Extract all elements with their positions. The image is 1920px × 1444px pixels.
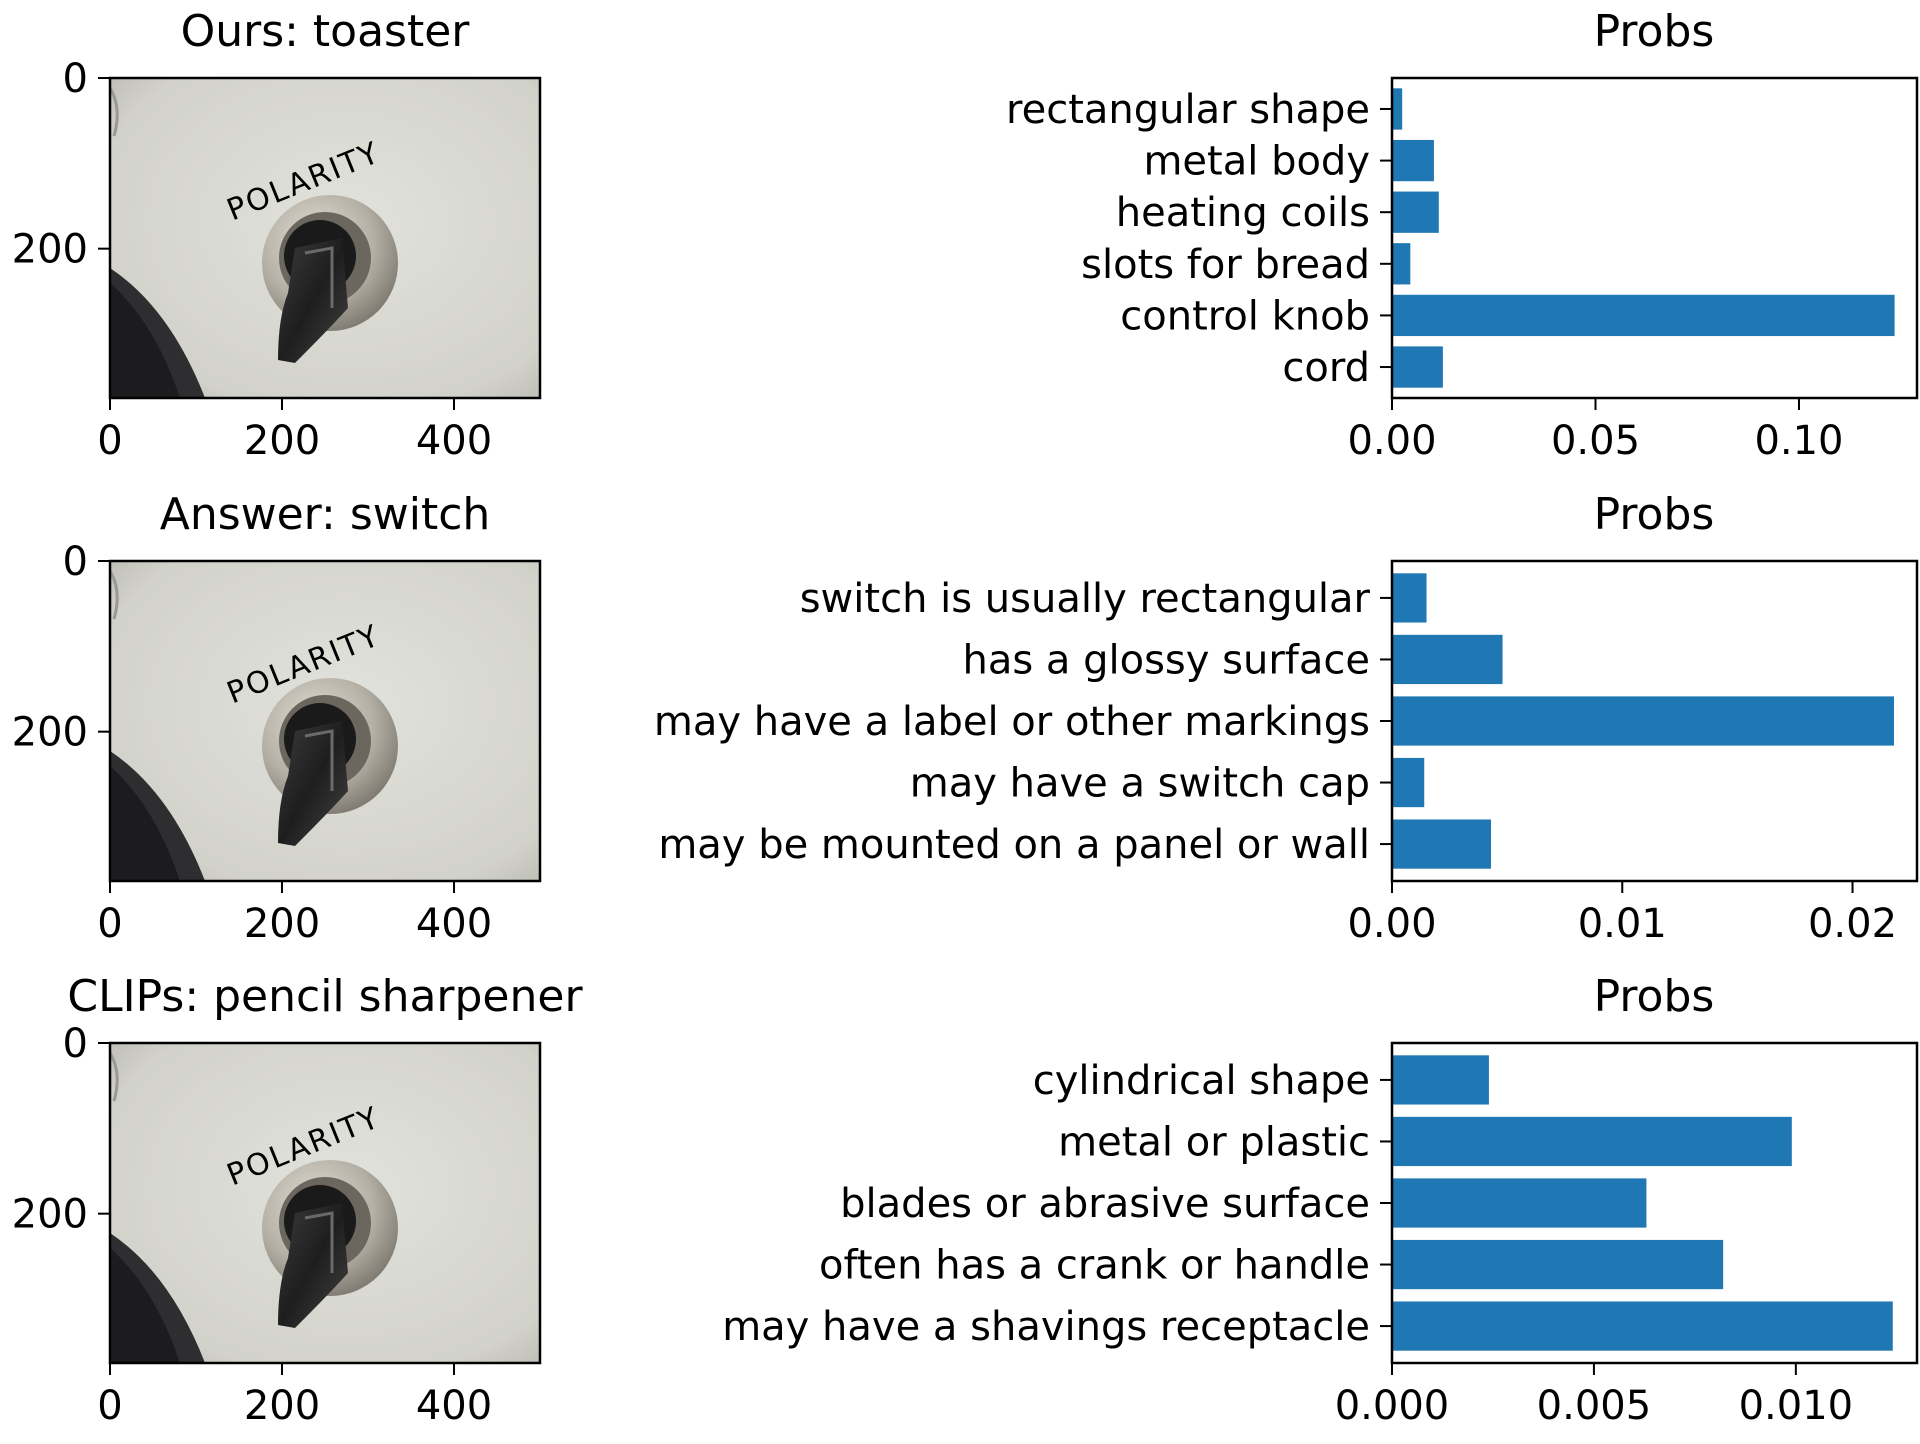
x-tick-label: 0 <box>97 901 122 947</box>
bar-chart-title: Probs <box>1594 971 1715 1022</box>
x-tick-label: 0.00 <box>1347 901 1436 947</box>
bar <box>1392 757 1425 808</box>
x-tick-label: 200 <box>244 418 320 464</box>
image-title: Ours: toaster <box>181 6 471 57</box>
row-2: Answer: switch POLARITY 0 200 400 0 200 Probs… <box>12 489 1919 947</box>
bar <box>1392 819 1492 869</box>
category-label: rectangular shape <box>1006 87 1370 133</box>
x-tick-label: 0 <box>97 418 122 464</box>
x-tick-label: 400 <box>416 901 492 947</box>
photo-image: POLARITY <box>110 78 540 398</box>
image-axes: POLARITY 0 200 400 0 200 <box>12 539 542 947</box>
x-tick-label: 0.10 <box>1754 418 1843 464</box>
bar-chart-axes: cylindrical shape metal or plastic blades … <box>722 1041 1919 1429</box>
category-label: may have a switch cap <box>910 761 1370 807</box>
category-label: may have a label or other markings <box>654 699 1370 745</box>
y-tick-label: 0 <box>63 56 88 102</box>
category-label: control knob <box>1120 293 1370 339</box>
bar <box>1392 88 1403 130</box>
bar <box>1392 573 1427 623</box>
bar-chart-title: Probs <box>1594 6 1715 57</box>
bar-chart-title: Probs <box>1594 489 1715 540</box>
photo-edge-arc <box>110 87 119 137</box>
category-label: metal or plastic <box>1058 1119 1370 1165</box>
photo-image: POLARITY <box>110 561 540 881</box>
y-tick-label: 0 <box>63 539 88 585</box>
image-title: Answer: switch <box>160 489 491 540</box>
bar <box>1392 294 1895 337</box>
bar <box>1392 634 1503 685</box>
bar <box>1392 1116 1792 1167</box>
bar-chart-axes: rectangular shape metal body heating coils… <box>1006 76 1919 464</box>
category-label: has a glossy surface <box>962 637 1370 683</box>
photo-dark-corner-inner <box>110 283 180 398</box>
bar <box>1392 243 1411 285</box>
x-tick-label: 400 <box>416 418 492 464</box>
bar <box>1392 1239 1724 1290</box>
y-tick-label: 200 <box>12 710 88 756</box>
switch-lever-highlight <box>304 246 334 308</box>
x-tick-label: 400 <box>416 1383 492 1429</box>
category-label: cord <box>1282 345 1370 391</box>
x-tick-label: 200 <box>244 1383 320 1429</box>
y-tick-label: 0 <box>63 1021 88 1067</box>
bar-chart-axes: switch is usually rectangular has a gloss… <box>654 559 1919 947</box>
x-tick-label: 0.05 <box>1551 418 1640 464</box>
category-label: cylindrical shape <box>1033 1058 1370 1104</box>
category-label: blades or abrasive surface <box>840 1181 1370 1227</box>
bar <box>1392 1178 1647 1228</box>
image-axes-frame <box>108 76 542 400</box>
bar <box>1392 696 1894 746</box>
photo-image: POLARITY <box>110 1043 540 1363</box>
x-tick-label: 0.010 <box>1739 1383 1854 1429</box>
x-tick-label: 0.00 <box>1347 418 1436 464</box>
category-label: slots for bread <box>1081 242 1370 288</box>
switch-lever-highlight <box>304 1211 334 1273</box>
category-label: switch is usually rectangular <box>800 576 1371 622</box>
image-title: CLIPs: pencil sharpener <box>67 971 583 1022</box>
y-tick-label: 200 <box>12 227 88 273</box>
x-tick-label: 0 <box>97 1383 122 1429</box>
category-label: may have a shavings receptacle <box>722 1304 1370 1350</box>
bar-axes-frame <box>1390 76 1919 400</box>
image-axes: POLARITY 0 200 400 0 200 <box>12 56 542 464</box>
row-3: CLIPs: pencil sharpener POLARITY 0 200 400 0… <box>12 971 1919 1429</box>
photo-edge-arc <box>110 1052 119 1102</box>
bar <box>1392 346 1443 388</box>
x-tick-label: 0.005 <box>1537 1383 1652 1429</box>
photo-edge-arc <box>110 570 119 620</box>
y-tick-label: 200 <box>12 1192 88 1238</box>
bar <box>1392 139 1434 182</box>
image-axes-frame <box>108 1041 542 1365</box>
photo-dark-corner-inner <box>110 766 180 881</box>
category-label: may be mounted on a panel or wall <box>658 822 1370 868</box>
category-label: heating coils <box>1116 190 1370 236</box>
x-tick-label: 0.01 <box>1578 901 1667 947</box>
bar <box>1392 191 1439 233</box>
x-tick-label: 0.000 <box>1335 1383 1450 1429</box>
image-axes-frame <box>108 559 542 883</box>
bar-axes-frame <box>1390 559 1919 883</box>
x-tick-label: 200 <box>244 901 320 947</box>
switch-lever-highlight <box>304 729 334 791</box>
image-axes: POLARITY 0 200 400 0 200 <box>12 1021 542 1429</box>
category-label: often has a crank or handle <box>819 1243 1370 1289</box>
bar <box>1392 1301 1893 1351</box>
bar-axes-frame <box>1390 1041 1919 1365</box>
bar <box>1392 1055 1489 1105</box>
photo-dark-corner-inner <box>110 1248 180 1363</box>
x-tick-label: 0.02 <box>1808 901 1897 947</box>
category-label: metal body <box>1143 139 1370 185</box>
